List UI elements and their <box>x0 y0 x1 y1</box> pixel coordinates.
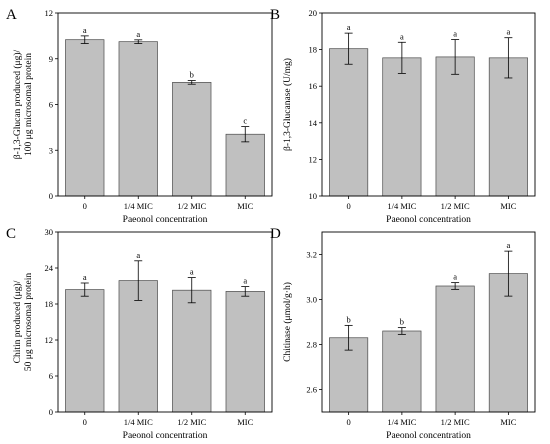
significance-label-a-2: b <box>190 70 194 80</box>
y-tick-label-d-3: 3.2 <box>306 250 317 260</box>
x-axis-label-d: Paeonol concentration <box>386 431 471 441</box>
significance-label-b-1: a <box>400 31 404 41</box>
x-tick-label-a-2: 1/2 MIC <box>177 201 206 211</box>
bar-c-1 <box>118 280 158 413</box>
bar-b-2 <box>435 56 475 197</box>
significance-label-b-2: a <box>453 29 457 39</box>
plot-frame-d <box>321 231 536 413</box>
y-axis-label-d: Chitinase (μmol/g·h) <box>282 282 293 362</box>
significance-label-a-1: a <box>136 29 140 39</box>
y-tick-label-b-3: 16 <box>309 81 318 91</box>
bar-a-2 <box>172 82 212 197</box>
significance-label-c-3: a <box>243 276 247 286</box>
x-axis-label-c: Paeonol concentration <box>123 431 208 441</box>
significance-label-b-0: a <box>347 22 351 32</box>
y-tick-label-c-5: 30 <box>45 227 54 237</box>
y-tick-label-c-4: 24 <box>45 263 54 273</box>
bar-a-3 <box>225 133 265 197</box>
plot-frame-a <box>57 12 273 197</box>
x-tick-label-c-0: 0 <box>83 417 87 427</box>
significance-label-a-3: c <box>243 116 247 126</box>
bar-d-2 <box>435 285 475 413</box>
plot-frame-c <box>57 231 273 413</box>
x-tick-label-a-0: 0 <box>83 201 87 211</box>
y-tick-label-c-1: 6 <box>49 371 53 381</box>
x-tick-label-c-1: 1/4 MIC <box>124 417 153 427</box>
significance-label-b-3: a <box>506 27 510 37</box>
y-tick-label-d-1: 2.8 <box>306 340 317 350</box>
y-axis-label-c: Chitin produced (μg)/ <box>12 280 23 363</box>
x-tick-label-d-1: 1/4 MIC <box>387 417 416 427</box>
x-tick-label-d-2: 1/2 MIC <box>441 417 470 427</box>
bar-b-0 <box>329 48 369 197</box>
panel-letter-d: D <box>270 226 281 242</box>
panel-letter-b: B <box>270 7 280 23</box>
y-axis-label-line2-a: 100 μg microsomal protein <box>24 53 34 156</box>
y-tick-label-d-2: 3.0 <box>306 295 317 305</box>
bar-d-1 <box>382 330 422 413</box>
x-tick-label-d-3: MIC <box>500 417 516 427</box>
significance-label-c-0: a <box>83 272 87 282</box>
significance-label-d-0: b <box>347 314 351 324</box>
y-tick-label-c-2: 12 <box>45 335 54 345</box>
bar-a-0 <box>65 39 105 197</box>
significance-label-c-1: a <box>136 250 140 260</box>
bar-c-0 <box>65 289 105 413</box>
significance-label-d-1: b <box>400 317 404 327</box>
x-axis-label-b: Paeonol concentration <box>386 215 471 225</box>
bar-a-1 <box>118 41 158 197</box>
y-tick-label-b-2: 14 <box>309 118 318 128</box>
y-tick-label-b-0: 10 <box>309 191 318 201</box>
y-tick-label-a-1: 3 <box>49 145 53 155</box>
x-tick-label-a-3: MIC <box>237 201 253 211</box>
x-tick-label-b-3: MIC <box>500 201 516 211</box>
bar-c-3 <box>225 291 265 413</box>
bar-b-3 <box>488 57 528 197</box>
bar-b-1 <box>382 57 422 197</box>
y-axis-label-line2-c: 50 μg microsomal protein <box>24 273 34 371</box>
y-tick-label-b-1: 12 <box>309 154 318 164</box>
significance-label-a-0: a <box>83 25 87 35</box>
y-tick-label-a-3: 9 <box>49 54 53 64</box>
x-tick-label-a-1: 1/4 MIC <box>124 201 153 211</box>
x-tick-label-c-2: 1/2 MIC <box>177 417 206 427</box>
significance-label-d-2: a <box>453 272 457 282</box>
y-tick-label-a-4: 12 <box>45 8 54 18</box>
y-tick-label-a-0: 0 <box>49 191 53 201</box>
x-axis-label-a: Paeonol concentration <box>123 215 208 225</box>
bar-c-2 <box>172 289 212 413</box>
plot-frame-b <box>321 12 536 197</box>
y-tick-label-b-4: 18 <box>309 45 318 55</box>
significance-label-c-2: a <box>190 267 194 277</box>
panel-letter-a: A <box>6 7 17 23</box>
y-tick-label-c-0: 0 <box>49 407 53 417</box>
y-axis-label-a: β-1,3-Glucan produced (μg)/ <box>12 49 23 159</box>
panel-letter-c: C <box>6 226 16 242</box>
significance-label-d-3: a <box>506 240 510 250</box>
x-tick-label-b-1: 1/4 MIC <box>387 201 416 211</box>
x-tick-label-d-0: 0 <box>347 417 351 427</box>
x-tick-label-b-0: 0 <box>347 201 351 211</box>
y-tick-label-b-5: 20 <box>309 8 318 18</box>
y-axis-label-b: β-1,3-Glucanase (U/mg) <box>282 58 293 151</box>
y-tick-label-d-0: 2.6 <box>306 385 317 395</box>
y-tick-label-a-2: 6 <box>49 100 53 110</box>
x-tick-label-b-2: 1/2 MIC <box>441 201 470 211</box>
y-tick-label-c-3: 18 <box>45 299 54 309</box>
x-tick-label-c-3: MIC <box>237 417 253 427</box>
